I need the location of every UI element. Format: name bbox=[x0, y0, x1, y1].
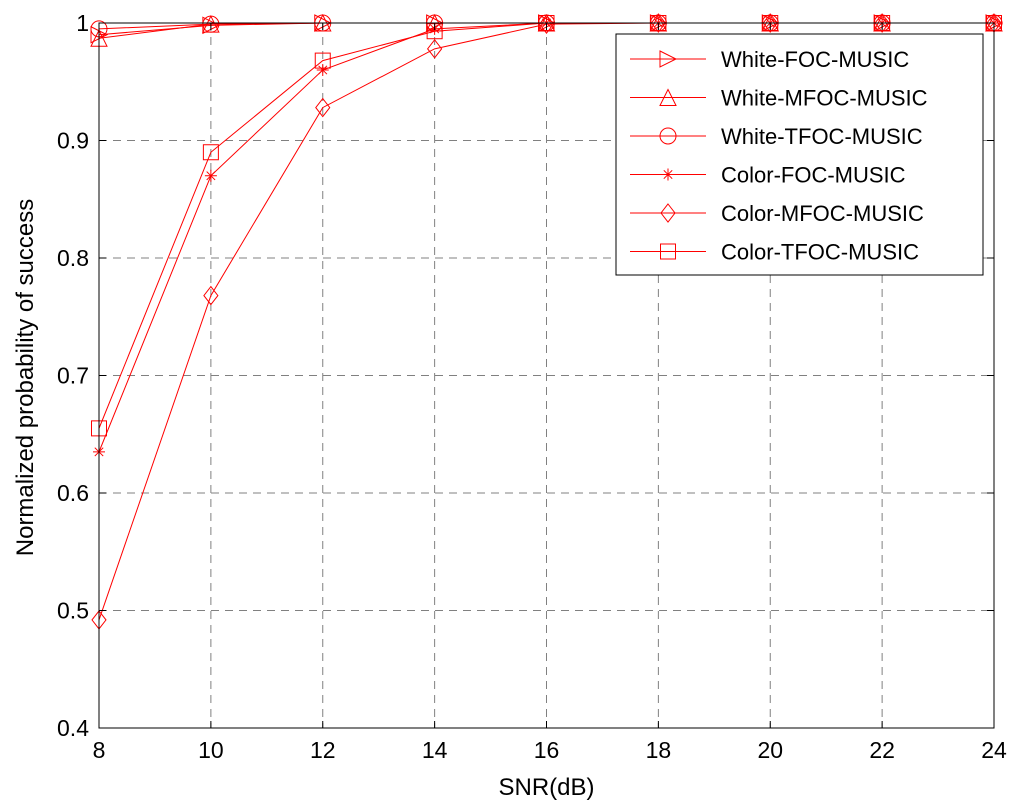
data-point bbox=[762, 13, 778, 33]
legend-marker bbox=[660, 203, 676, 223]
y-tick-label: 1 bbox=[76, 10, 89, 36]
legend-marker bbox=[659, 127, 677, 145]
data-point bbox=[315, 97, 331, 118]
legend-marker bbox=[659, 88, 677, 106]
legend-entry: Color-FOC-MUSIC bbox=[630, 163, 906, 188]
data-point bbox=[314, 52, 331, 69]
y-tick-label: 0.6 bbox=[57, 480, 89, 506]
legend-label: White-FOC-MUSIC bbox=[721, 47, 909, 72]
x-tick-label: 12 bbox=[310, 737, 336, 763]
legend-entry: White-MFOC-MUSIC bbox=[630, 86, 928, 111]
data-point bbox=[426, 39, 443, 59]
data-point bbox=[650, 13, 667, 33]
legend-marker bbox=[660, 243, 676, 260]
y-axis-label: Normalized probability of success bbox=[12, 199, 39, 556]
data-point bbox=[202, 15, 220, 33]
data-point bbox=[874, 13, 890, 33]
x-tick-label: 18 bbox=[646, 737, 672, 763]
legend-entry: Color-TFOC-MUSIC bbox=[630, 240, 919, 265]
x-axis-label: SNR(dB) bbox=[498, 774, 594, 801]
x-tick-label: 10 bbox=[198, 737, 224, 763]
x-tick-label: 8 bbox=[93, 737, 106, 763]
y-tick-label: 0.9 bbox=[57, 128, 89, 154]
legend-box bbox=[615, 33, 984, 276]
x-tick-label: 22 bbox=[869, 737, 895, 763]
data-point bbox=[538, 14, 555, 34]
legend-entry: Color-MFOC-MUSIC bbox=[630, 201, 924, 226]
x-tick-label: 16 bbox=[534, 737, 560, 763]
data-point bbox=[204, 169, 217, 182]
legend-label: Color-FOC-MUSIC bbox=[721, 163, 906, 188]
y-tick-label: 0.4 bbox=[57, 715, 89, 741]
legend-label: Color-TFOC-MUSIC bbox=[721, 240, 919, 265]
data-point bbox=[316, 64, 329, 76]
legend-label: White-TFOC-MUSIC bbox=[721, 124, 923, 149]
legend-entry: White-TFOC-MUSIC bbox=[630, 124, 923, 149]
legend-marker bbox=[662, 168, 674, 181]
y-tick-label: 0.8 bbox=[57, 245, 89, 271]
data-point bbox=[202, 144, 219, 161]
x-tick-label: 20 bbox=[757, 737, 783, 763]
legend-label: Color-MFOC-MUSIC bbox=[721, 201, 924, 226]
x-tick-label: 14 bbox=[422, 737, 448, 763]
data-point bbox=[203, 285, 219, 306]
y-tick-label: 0.5 bbox=[57, 598, 89, 624]
legend-entry: White-FOC-MUSIC bbox=[630, 47, 909, 72]
legend-marker bbox=[659, 50, 678, 68]
y-tick-label: 0.7 bbox=[57, 363, 89, 389]
axis-ticks: 8 10 12 14 16 18 20 22 24 0.4 0.5 0.6 0.7 0.8 0.9 1 bbox=[57, 10, 1007, 763]
x-tick-label: 24 bbox=[981, 737, 1007, 763]
legend: White-FOC-MUSIC White-MFOC-MUSIC White-TFO… bbox=[615, 33, 984, 276]
legend-label: White-MFOC-MUSIC bbox=[721, 86, 928, 111]
